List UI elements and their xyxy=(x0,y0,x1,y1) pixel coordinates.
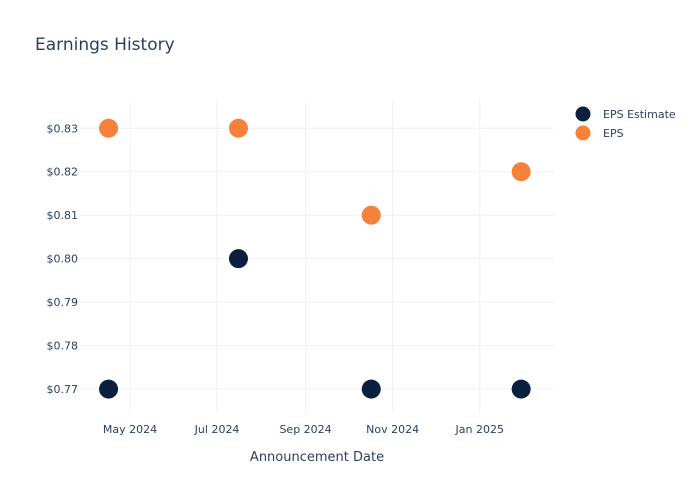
x-tick-label: Jan 2025 xyxy=(455,423,504,436)
y-tick-label: $0.81 xyxy=(47,209,79,222)
point-eps[interactable] xyxy=(361,205,381,225)
legend-marker[interactable] xyxy=(575,106,591,122)
legend-label[interactable]: EPS xyxy=(603,127,624,140)
point-eps-estimate[interactable] xyxy=(99,379,119,399)
x-axis-title: Announcement Date xyxy=(250,450,384,465)
data-points xyxy=(99,118,531,399)
x-gridlines xyxy=(129,100,481,413)
x-tick-label: May 2024 xyxy=(103,423,157,436)
x-tick-label: Jul 2024 xyxy=(194,423,240,436)
point-eps-estimate[interactable] xyxy=(361,379,381,399)
x-tick-label: Sep 2024 xyxy=(279,423,331,436)
chart-title: Earnings History xyxy=(35,35,175,55)
y-gridlines xyxy=(80,127,554,390)
y-tick-label: $0.77 xyxy=(47,383,79,396)
legend-marker[interactable] xyxy=(575,125,591,141)
y-tick-label: $0.80 xyxy=(47,253,79,266)
y-tick-label: $0.78 xyxy=(47,340,79,353)
y-tick-label: $0.79 xyxy=(47,296,79,309)
point-eps[interactable] xyxy=(511,162,531,182)
point-eps[interactable] xyxy=(228,118,248,138)
y-tick-label: $0.82 xyxy=(47,166,79,179)
point-eps-estimate[interactable] xyxy=(228,249,248,269)
legend: EPS Estimate EPS xyxy=(575,106,676,141)
point-eps-estimate[interactable] xyxy=(511,379,531,399)
y-axis-ticks: $0.77 $0.78 $0.79 $0.80 $0.81 $0.82 $0.83 xyxy=(47,122,79,396)
legend-label[interactable]: EPS Estimate xyxy=(603,108,676,121)
point-eps[interactable] xyxy=(99,118,119,138)
x-axis-ticks: May 2024 Jul 2024 Sep 2024 Nov 2024 Jan 2025 xyxy=(103,423,504,436)
y-tick-label: $0.83 xyxy=(47,122,79,135)
x-tick-label: Nov 2024 xyxy=(366,423,419,436)
